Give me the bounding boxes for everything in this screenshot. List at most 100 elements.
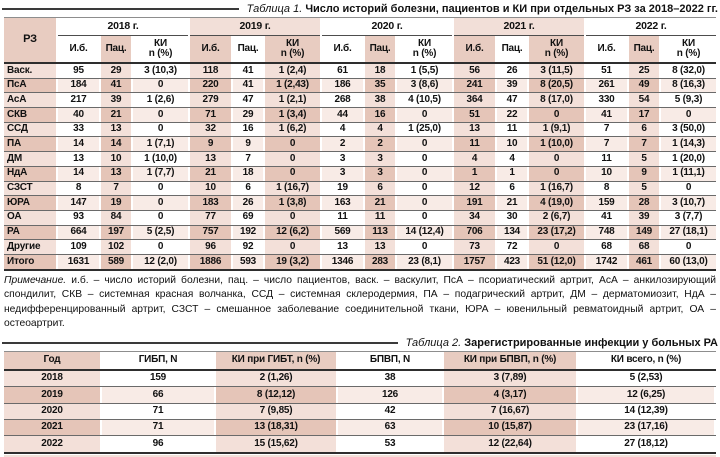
cell: 109 [58, 240, 99, 254]
cell: 364 [454, 93, 495, 108]
cell: 17 [629, 108, 659, 122]
cell: 1 (16,7) [529, 181, 584, 196]
cell: 27 (18,12) [578, 436, 714, 452]
cell: 1 (2,1) [265, 93, 320, 108]
cell: 16 [233, 122, 263, 137]
cell: 11 [586, 152, 627, 166]
cell: 10 [586, 166, 627, 181]
cell: 4 [497, 152, 527, 166]
table2-caption-row: Таблица 2. Зарегистрированные инфекции у… [0, 334, 720, 351]
table1-subheader-line: КИ [418, 37, 431, 49]
table-row: ССД 33 13 0 32 16 1 (6,2) 4 4 1 (25,0) 13 11 1 (9,1)… [4, 122, 716, 138]
footnote-text: и.б. – число историй болезни, пац. – чис… [4, 274, 716, 330]
cell: 14 [58, 166, 99, 181]
cell: 29 [233, 108, 263, 122]
cell: 7 [629, 137, 659, 152]
cell: 4 [454, 152, 495, 166]
cell: 3 [322, 152, 363, 166]
cell: 186 [322, 78, 363, 93]
cell: 1 (3,8) [265, 196, 320, 210]
row-label: ДМ [4, 152, 56, 166]
cell: 0 [133, 240, 188, 254]
table2-header-cell: КИ при ГИБТ, n (%) [216, 352, 336, 370]
cell: 0 [133, 210, 188, 225]
cell: 12 [454, 181, 495, 196]
table1-caption-text: Число историй болезни, пациентов и КИ пр… [305, 2, 718, 15]
cell: 191 [454, 196, 495, 210]
caption-rule [2, 341, 398, 344]
table2: Год ГИБП, N КИ при ГИБТ, n (%) БПВП, N КИ пр… [4, 351, 716, 454]
cell: 25 [629, 64, 659, 78]
cell: 13 (18,31) [216, 419, 336, 436]
cell: 1742 [586, 254, 627, 269]
row-label: СЗСТ [4, 181, 56, 196]
cell: 21 [101, 108, 131, 122]
row-label: ПсА [4, 78, 56, 93]
cell: 13 [322, 240, 363, 254]
cell: 159 [586, 196, 627, 210]
cell: 3 [365, 166, 395, 181]
cell: 53 [338, 436, 442, 452]
table-row: Другие 109 102 0 96 92 0 13 13 0 73 72 0 68 68 0 [4, 240, 716, 255]
cell: 71 [102, 403, 214, 419]
table-row: 2022 96 15 (15,62) 53 12 (22,64) 27 (18,12) [4, 436, 716, 452]
cell: 63 [338, 419, 442, 436]
cell: 220 [190, 78, 231, 93]
cell: 0 [397, 166, 452, 181]
cell: 66 [102, 387, 214, 403]
cell: 184 [58, 78, 99, 93]
table1-subheader: Пац. [233, 36, 263, 62]
cell: 42 [338, 403, 442, 419]
cell: 41 [101, 78, 131, 93]
cell: 2018 [4, 371, 100, 387]
cell: 2 [365, 137, 395, 152]
cell: 6 [365, 181, 395, 196]
cell: 22 [497, 108, 527, 122]
cell: 44 [322, 108, 363, 122]
table2-header-cell: КИ при БПВП, n (%) [444, 352, 576, 370]
table2-header-cell: Год [4, 352, 100, 370]
cell: 19 (3,2) [265, 254, 320, 269]
cell: 0 [397, 152, 452, 166]
cell: 41 [233, 78, 263, 93]
cell: 2022 [4, 436, 100, 452]
cell: 68 [629, 240, 659, 254]
cell: 1 (10,0) [133, 152, 188, 166]
table1-subheader: И.б. [322, 36, 363, 62]
table-row: ПсА 184 41 0 220 41 1 (2,43) 186 35 3 (8,6) 241 39 8… [4, 78, 716, 94]
cell: 0 [265, 137, 320, 152]
cell: 3 (7,7) [661, 210, 716, 225]
table1-subheader: КИ n (%) [265, 36, 320, 62]
table1-subheader: И.б. [454, 36, 495, 62]
cell: 1 (7,1) [133, 137, 188, 152]
cell: 12 (6,2) [265, 225, 320, 240]
cell: 3 [365, 152, 395, 166]
cell: 0 [133, 181, 188, 196]
cell: 26 [497, 64, 527, 78]
table1-subheader-line: КИ [550, 37, 563, 49]
cell: 0 [133, 122, 188, 137]
cell: 10 [497, 137, 527, 152]
cell: 126 [338, 387, 442, 403]
row-label: ССД [4, 122, 56, 137]
table2-header-cell: ГИБП, N [102, 352, 214, 370]
table1-subheader-line: n (%) [280, 48, 305, 59]
table1-subheader-line: КИ [286, 37, 299, 49]
cell: 11 [365, 210, 395, 225]
cell: 18 [233, 166, 263, 181]
cell: 0 [133, 108, 188, 122]
cell: 0 [529, 166, 584, 181]
cell: 73 [454, 240, 495, 254]
cell: 102 [101, 240, 131, 254]
cell: 15 (15,62) [216, 436, 336, 452]
cell: 39 [497, 78, 527, 93]
cell: 56 [454, 64, 495, 78]
cell: 6 [497, 181, 527, 196]
cell: 49 [629, 78, 659, 93]
cell: 93 [58, 210, 99, 225]
cell: 593 [233, 254, 263, 269]
cell: 217 [58, 93, 99, 108]
cell: 2 [322, 137, 363, 152]
footnote-label: Примечание. [4, 274, 67, 286]
